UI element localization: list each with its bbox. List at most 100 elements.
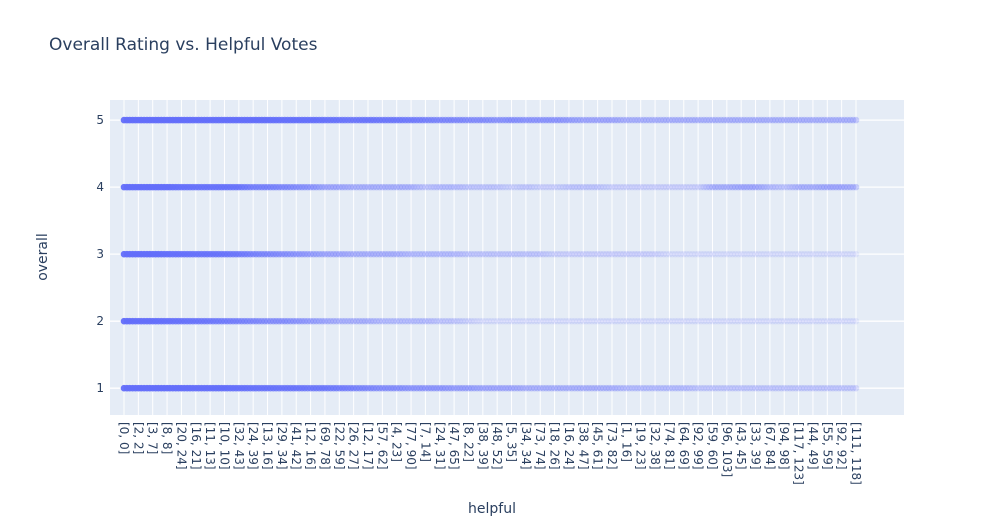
data-point [445,384,452,392]
data-point [318,183,326,191]
data-point [683,317,690,325]
data-point [654,116,662,124]
x-tick-label: [69, 78] [318,422,332,470]
data-point [677,250,685,258]
data-point [755,183,762,191]
data-point [803,183,811,191]
data-point [749,250,756,258]
data-point [511,183,518,191]
data-point [617,317,624,325]
data-point [536,116,544,124]
data-point [735,116,742,124]
data-point [603,116,610,124]
data-point [359,183,366,191]
data-point [407,183,415,191]
x-tick-label: [34, 34] [519,422,533,470]
data-point [737,183,745,191]
data-point [453,317,461,325]
data-point [689,250,696,258]
data-point [491,116,498,124]
data-point [620,183,627,191]
data-point [686,317,693,325]
data-point [594,250,601,258]
data-point [680,116,688,124]
data-point [416,317,424,325]
data-point [763,384,771,392]
data-point [801,250,808,258]
data-point [617,384,624,392]
data-point [746,384,754,392]
data-point [755,116,762,124]
data-point [456,250,464,258]
data-point [803,384,811,392]
data-point [815,384,822,392]
data-point [818,183,825,191]
data-point [364,183,372,191]
data-point [700,250,708,258]
data-point [766,183,774,191]
data-point [462,384,469,392]
x-tick-label: [2, 2] [131,422,145,454]
data-point [614,183,621,191]
data-point [493,183,501,191]
data-point [585,183,593,191]
data-point [425,317,432,325]
x-tick-label: [41, 42] [289,422,303,470]
data-point [402,183,409,191]
data-point [637,250,644,258]
data-point [333,183,340,191]
x-tick-label: [22, 59] [332,422,346,470]
data-point [717,317,725,325]
data-point [717,116,725,124]
data-point [697,116,705,124]
data-point [536,183,544,191]
data-point [829,116,837,124]
data-point [534,384,541,392]
data-point [605,250,613,258]
data-point [608,116,616,124]
data-point [726,384,733,392]
data-point [548,116,555,124]
data-point [373,250,380,258]
data-point [574,317,581,325]
data-point [582,317,590,325]
data-point [516,384,524,392]
data-point [333,250,340,258]
data-point [565,384,573,392]
x-tick-label: [57, 62] [375,422,389,470]
data-point [539,317,547,325]
data-point [824,116,831,124]
data-point [786,384,794,392]
data-point [304,250,312,258]
data-point [522,116,530,124]
x-tick-label: [94, 98] [777,422,791,470]
data-point [835,317,843,325]
x-tick-label: [20, 24] [174,422,188,470]
data-point [792,250,799,258]
data-point [631,317,639,325]
data-point [571,250,578,258]
data-point [694,183,702,191]
data-point [614,116,621,124]
data-point [743,317,751,325]
data-point [485,384,492,392]
data-point [545,250,553,258]
data-point [812,250,820,258]
data-point [755,384,762,392]
data-point [798,116,805,124]
data-point [680,384,688,392]
data-point [634,317,642,325]
data-point [407,317,415,325]
data-point [381,183,389,191]
data-point [809,183,817,191]
data-point [818,250,825,258]
data-point [603,183,610,191]
data-point [390,183,398,191]
data-point [752,116,759,124]
data-point [488,116,495,124]
data-point [792,183,799,191]
x-tick-label: [7, 14] [418,422,432,462]
data-point [674,384,682,392]
data-point [847,317,854,325]
x-tick-label: [74, 81] [662,422,676,470]
